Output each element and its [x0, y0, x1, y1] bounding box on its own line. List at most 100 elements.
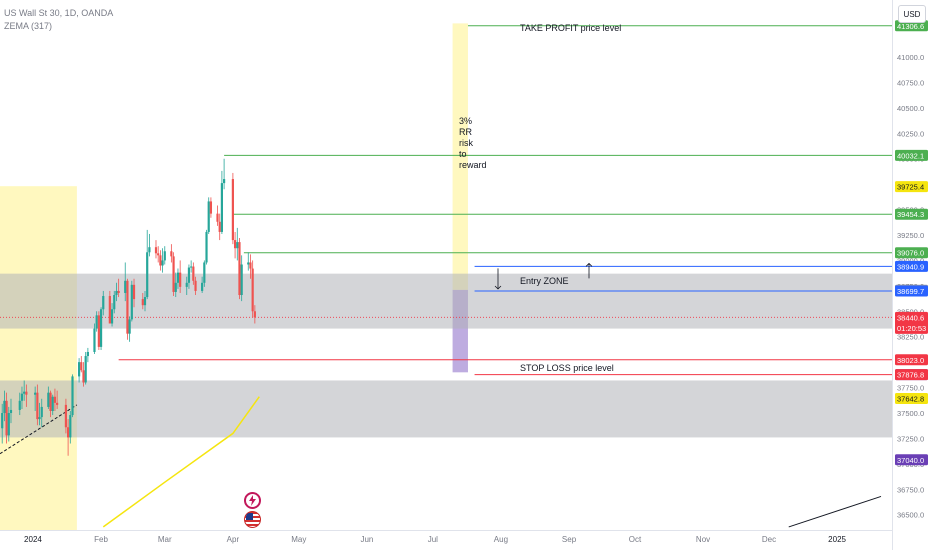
candle-body [176, 272, 180, 283]
rr-line: reward [459, 160, 487, 170]
take-profit-label: TAKE PROFIT price level [520, 23, 622, 33]
price-label-box [895, 208, 928, 220]
candle-body [132, 284, 136, 300]
candle-body [23, 391, 26, 394]
candle-body [185, 282, 188, 287]
candle-body [49, 392, 52, 411]
rr-yellow-bar [452, 23, 468, 290]
rr-label: 3% RR risk to reward [459, 116, 487, 171]
price-label: 37642.8 [897, 394, 924, 403]
price-label: 38940.9 [897, 262, 924, 271]
candle-body [220, 183, 224, 232]
candle-body [143, 297, 147, 306]
candle-body [97, 315, 100, 347]
indicator-title: ZEMA (317) [4, 21, 53, 31]
candle-body [174, 282, 177, 292]
price-label: 40032.1 [897, 151, 924, 160]
price-label: 41306.6 [897, 22, 924, 31]
price-label-box [895, 354, 928, 366]
candle-body [53, 396, 57, 403]
candle-body [9, 409, 13, 414]
candle-body [71, 376, 74, 416]
price-label-box [895, 392, 928, 404]
candle-body [18, 400, 21, 410]
y-tick-label: 38500.0 [897, 307, 924, 316]
us-flag-icon[interactable] [244, 511, 261, 528]
candle-body [207, 201, 210, 232]
candle-body [47, 392, 50, 407]
price-label-box [895, 149, 928, 161]
x-tick-label: Apr [227, 535, 240, 544]
candle-body [157, 253, 160, 256]
left-dashed-trend [0, 404, 78, 455]
candle-body [253, 311, 256, 318]
candle-body [102, 296, 105, 310]
price-label-box [895, 181, 928, 193]
arrow-up-icon [585, 262, 593, 279]
candle-body [222, 179, 226, 184]
candle-body [69, 415, 72, 438]
x-tick-label: Feb [94, 535, 108, 544]
candle-body [51, 396, 54, 411]
candle-body [233, 240, 237, 249]
candle-body [5, 400, 8, 436]
price-label: 37876.8 [897, 371, 924, 380]
candle-body [249, 262, 252, 269]
candle-body [126, 280, 129, 334]
candle-body [251, 268, 254, 312]
y-tick-label: 41000.0 [897, 53, 924, 62]
candle-body [95, 315, 98, 329]
candle-body [3, 400, 6, 414]
candle-body [146, 252, 149, 298]
candle-body [117, 290, 120, 293]
candle-body [231, 179, 234, 241]
candle-body [64, 404, 68, 428]
x-tick-label: Jul [428, 535, 438, 544]
candle-body [141, 299, 144, 306]
candle-body [179, 272, 182, 287]
candle-body [84, 356, 87, 383]
candle-body [190, 266, 193, 268]
candle-body [108, 296, 111, 324]
candle-body [161, 260, 164, 266]
price-label: 39454.3 [897, 210, 924, 219]
candle-body [247, 262, 250, 265]
candle-body [25, 391, 28, 395]
countdown-label: 01:20:53 [897, 324, 926, 333]
candle-body [7, 413, 10, 436]
y-tick-label: 40250.0 [897, 129, 924, 138]
stop-loss-label: STOP LOSS price level [520, 363, 614, 373]
x-tick-label: Sep [562, 535, 577, 544]
y-tick-label: 39000.0 [897, 256, 924, 265]
price-label: 39725.4 [897, 183, 924, 192]
candle-body [99, 309, 103, 347]
x-tick-label: Mar [158, 535, 172, 544]
entry-zone-label: Entry ZONE [520, 276, 569, 286]
candle-body [201, 282, 204, 291]
candle-body [40, 406, 43, 418]
x-tick-label: May [291, 535, 306, 544]
y-tick-label: 36500.0 [897, 511, 924, 520]
lightning-badge-icon[interactable] [244, 492, 261, 509]
candle-body [110, 309, 114, 324]
currency-button[interactable]: USD [898, 5, 926, 23]
symbol-title: US Wall St 30, 1D, OANDA [4, 8, 114, 18]
y-tick-label: 38250.0 [897, 333, 924, 342]
candle-body [240, 264, 243, 296]
y-tick-label: 37750.0 [897, 384, 924, 393]
candle-body [86, 351, 89, 357]
candle-body [38, 417, 41, 420]
candle-body [203, 262, 206, 283]
price-label: 39076.0 [897, 249, 924, 258]
candle-body [77, 362, 81, 377]
price-label-box [895, 247, 928, 259]
price-label: 37040.0 [897, 456, 924, 465]
candle-body [236, 242, 239, 249]
rr-line: to [459, 149, 467, 159]
candle-body [205, 231, 208, 263]
x-tick-label: Jun [360, 535, 373, 544]
candle-body [56, 402, 59, 405]
price-label-box [895, 311, 928, 334]
yellow-highlight-left [0, 186, 77, 530]
